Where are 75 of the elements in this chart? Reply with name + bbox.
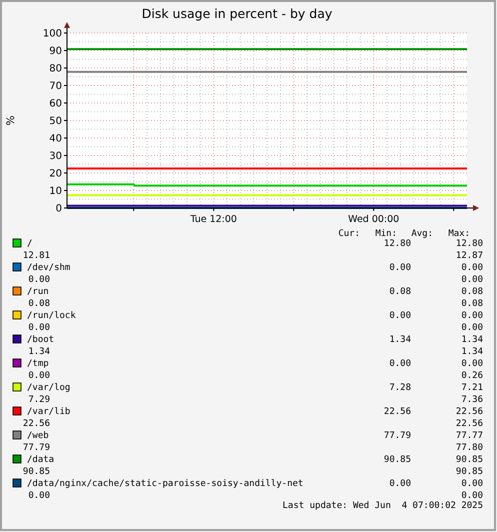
text: 0.00 bbox=[28, 371, 50, 382]
text: 0.00 bbox=[389, 479, 411, 490]
text: Cur: bbox=[338, 229, 360, 239]
text: 77.77 bbox=[456, 431, 483, 442]
legend-label: /web bbox=[27, 431, 49, 442]
text: 0.00 bbox=[461, 359, 483, 370]
text: 12.81 bbox=[22, 251, 50, 262]
text: 22.56 bbox=[456, 419, 483, 430]
text: 1.34 bbox=[389, 335, 411, 346]
y-tick-label: 90 bbox=[49, 46, 62, 57]
text: 7.36 bbox=[461, 395, 483, 406]
text: 90.85 bbox=[456, 467, 483, 478]
legend-label: / bbox=[27, 239, 32, 250]
legend-label: /var/log bbox=[27, 383, 70, 394]
text: 0.00 bbox=[461, 311, 483, 322]
y-tick-label: 100 bbox=[42, 28, 62, 40]
text: 22.56 bbox=[384, 407, 411, 418]
legend-label: /tmp bbox=[27, 359, 49, 370]
legend-label: /data/nginx/cache/static-paroisse-soisy-andilly-net bbox=[27, 479, 304, 490]
legend-label: /run bbox=[27, 287, 49, 298]
text: 1.34 bbox=[461, 347, 483, 358]
text: 90.85 bbox=[456, 455, 483, 466]
text: 0.08 bbox=[461, 287, 483, 298]
y-tick-label: 70 bbox=[49, 81, 62, 92]
chart-title: Disk usage in percent - by day bbox=[142, 6, 333, 21]
text: 0.00 bbox=[28, 491, 50, 502]
legend-label: /data bbox=[27, 455, 54, 466]
text: 7.28 bbox=[389, 383, 411, 394]
text: 90.85 bbox=[384, 455, 411, 466]
text: 0.00 bbox=[461, 323, 483, 334]
text: Last update: Wed Jun 4 07:00:02 2025 bbox=[282, 501, 483, 511]
text: 1.34 bbox=[461, 335, 483, 346]
text: 22.56 bbox=[22, 419, 50, 430]
text: Min: bbox=[375, 229, 397, 239]
text: 0.00 bbox=[461, 263, 483, 274]
text: 90.85 bbox=[22, 467, 50, 478]
text: 1.34 bbox=[28, 347, 50, 358]
text: 7.21 bbox=[461, 383, 483, 394]
y-axis-title: % bbox=[5, 115, 17, 126]
text: 7.29 bbox=[28, 395, 50, 406]
text: 12.80 bbox=[456, 239, 483, 250]
text: Avg: bbox=[411, 229, 433, 239]
x-tick-label: Wed 00:00 bbox=[348, 214, 400, 225]
text: 0.00 bbox=[461, 275, 483, 286]
text: 22.56 bbox=[456, 407, 483, 418]
legend-label: /dev/shm bbox=[27, 263, 70, 274]
text: 12.80 bbox=[384, 239, 411, 250]
text: 77.79 bbox=[22, 443, 50, 454]
text: 0.00 bbox=[461, 479, 483, 490]
legend-label: /var/lib bbox=[27, 407, 70, 418]
text: 0.00 bbox=[28, 275, 50, 286]
text: 77.79 bbox=[384, 431, 411, 442]
y-tick-label: 10 bbox=[49, 186, 62, 197]
x-tick-label: Tue 12:00 bbox=[189, 214, 237, 225]
y-tick-label: 20 bbox=[49, 168, 62, 180]
y-tick-label: 60 bbox=[49, 98, 62, 110]
y-tick-label: 30 bbox=[49, 151, 62, 162]
text: 77.80 bbox=[456, 443, 483, 454]
legend-label: /boot bbox=[27, 335, 54, 346]
text: 0.08 bbox=[461, 299, 483, 310]
text: 12.87 bbox=[456, 251, 483, 262]
y-tick-label: 40 bbox=[49, 134, 62, 144]
y-tick-label: 50 bbox=[49, 116, 62, 127]
text: Max: bbox=[448, 229, 470, 239]
y-tick-label: 80 bbox=[49, 64, 62, 74]
text: 0.00 bbox=[389, 311, 411, 322]
legend-label: /run/lock bbox=[27, 311, 76, 322]
text: 0.00 bbox=[389, 263, 411, 274]
text: 0.00 bbox=[389, 359, 411, 370]
text: 0.08 bbox=[28, 299, 50, 310]
text: 0.26 bbox=[461, 371, 483, 382]
text: 0.08 bbox=[389, 287, 411, 298]
text: 0.00 bbox=[461, 491, 483, 502]
y-tick-label: 0 bbox=[56, 204, 62, 214]
text: 0.00 bbox=[28, 323, 50, 334]
